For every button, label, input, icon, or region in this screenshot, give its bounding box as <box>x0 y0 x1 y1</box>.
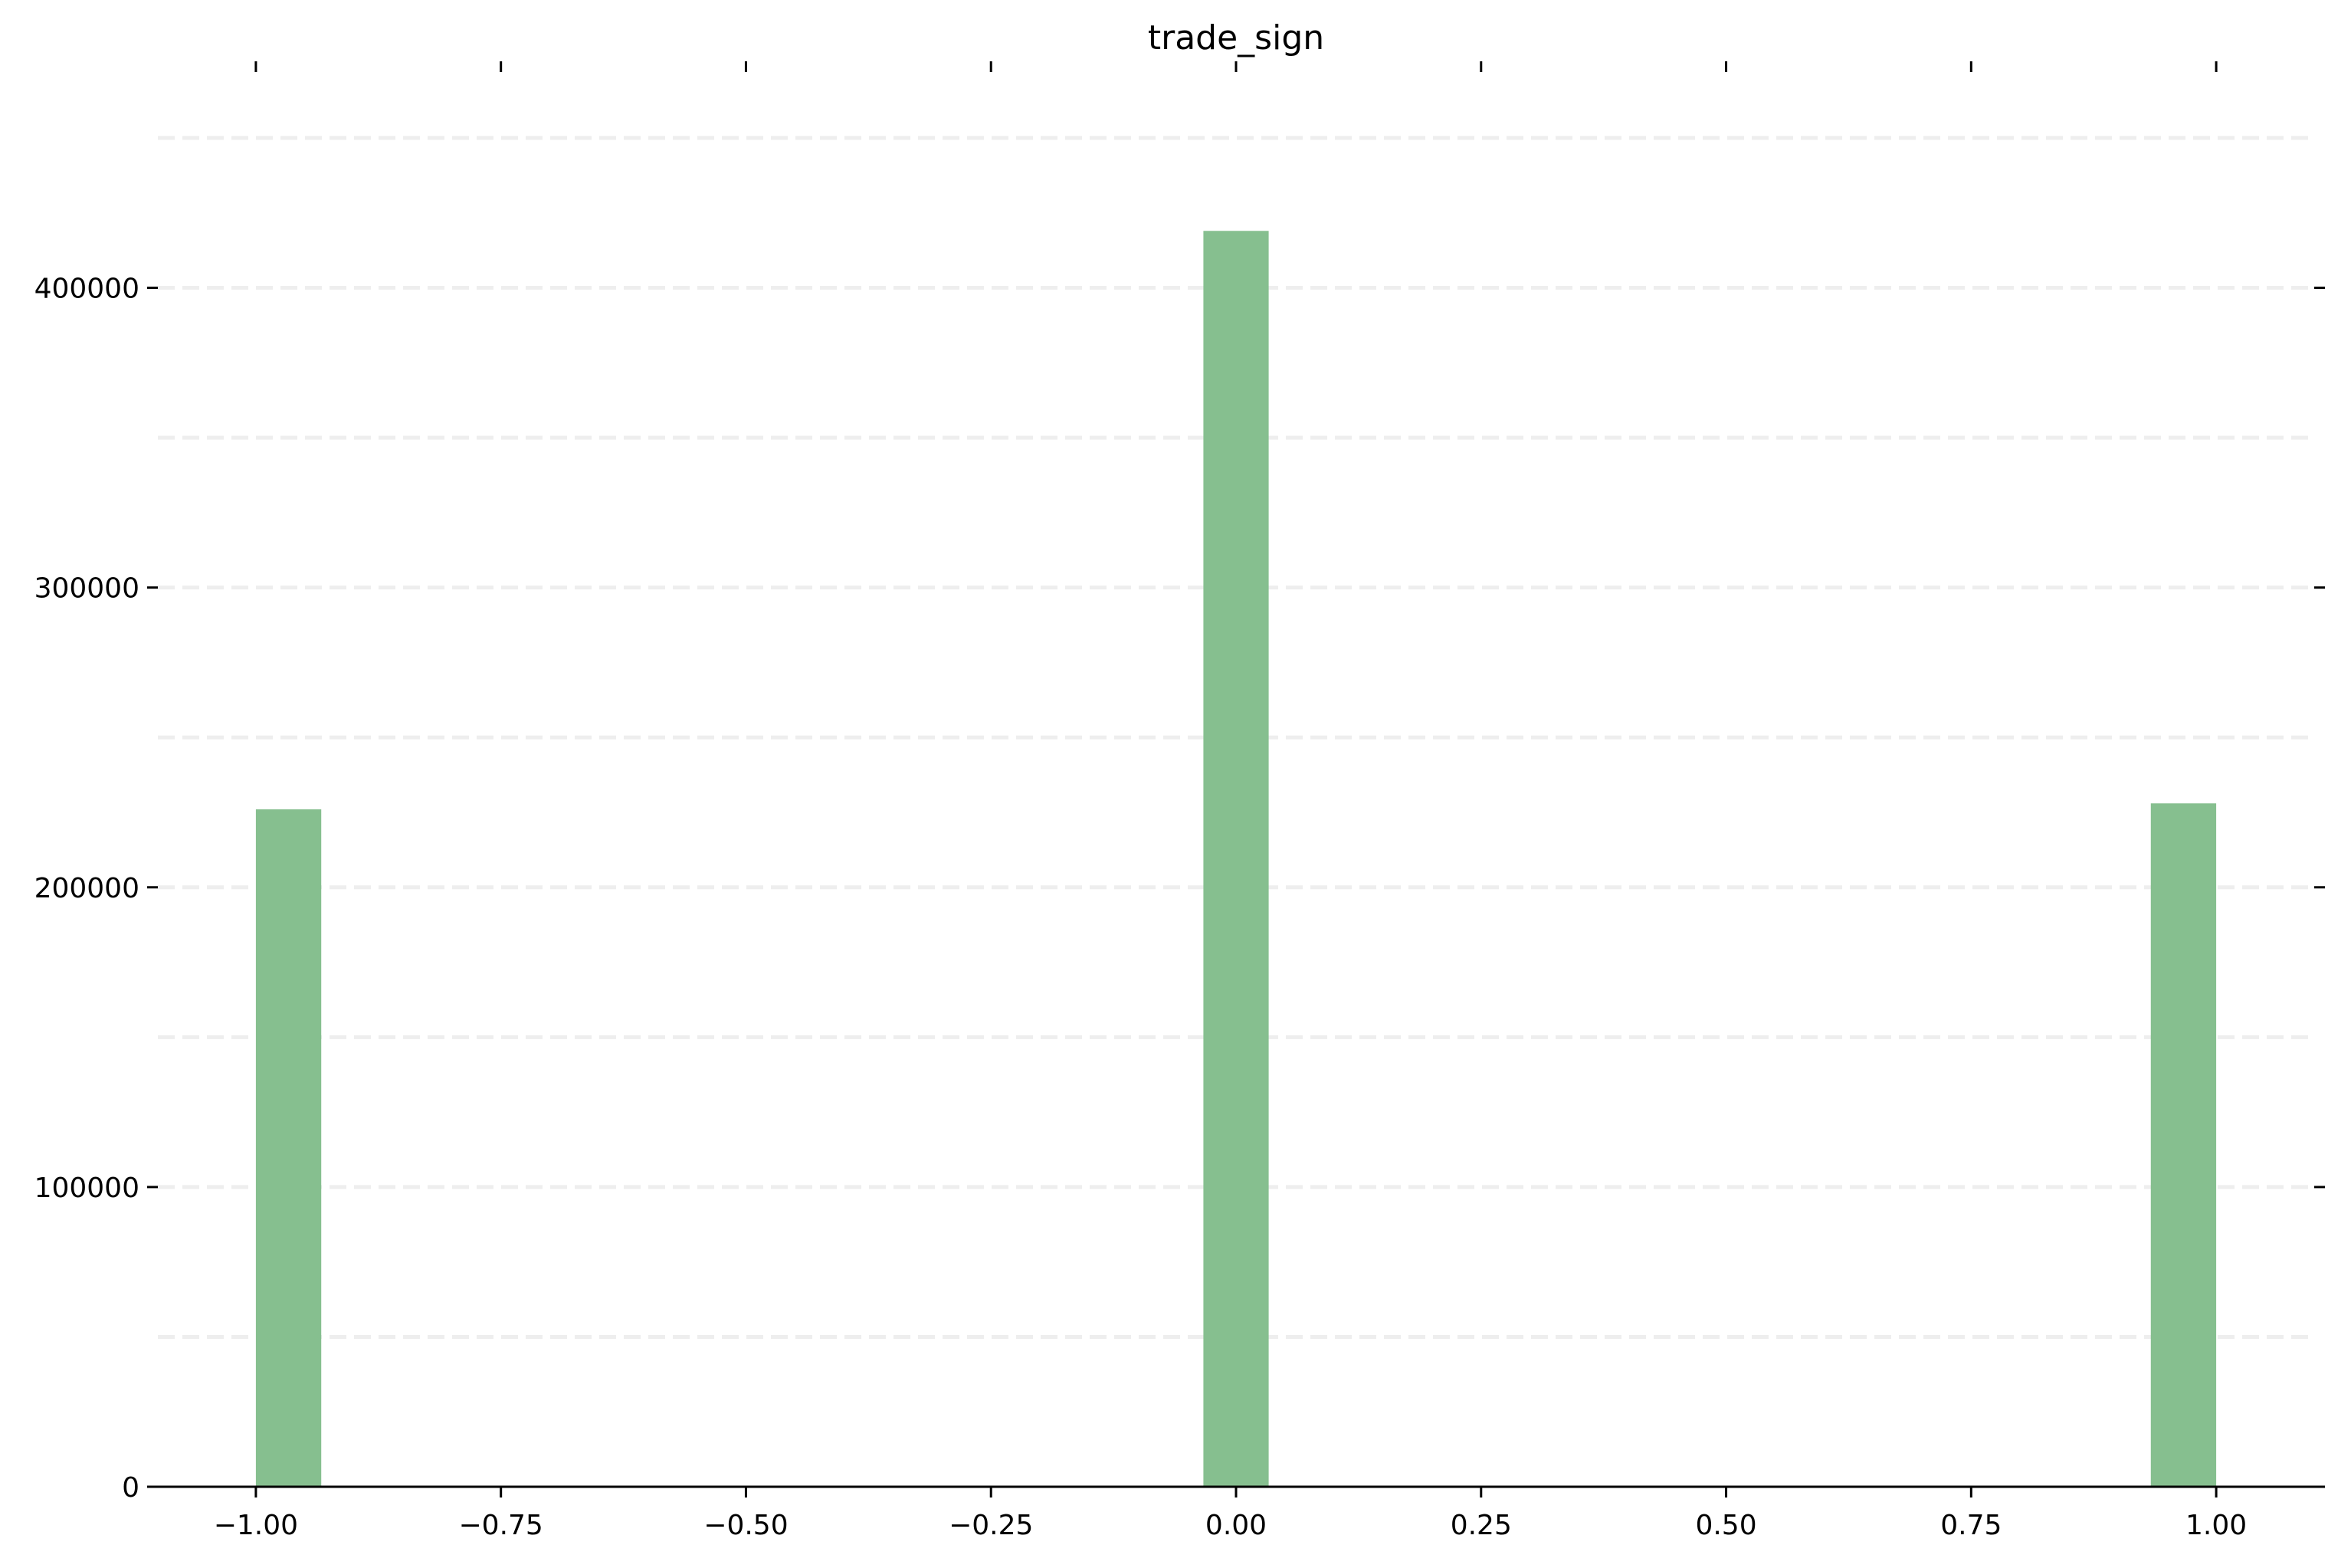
x-tick-label: 1.00 <box>2185 1510 2247 1541</box>
x-tick-label: −0.50 <box>703 1510 788 1541</box>
grid-lines <box>158 136 2314 1339</box>
histogram-bar <box>255 809 322 1487</box>
axes: −1.00 −0.75 −0.50 −0.25 0.00 0.25 0.50 0.75 1.00… <box>34 61 2325 1541</box>
y-tick-label: 0 <box>122 1472 139 1504</box>
y-tick-label: 300000 <box>34 573 139 605</box>
y-tick-label: 100000 <box>34 1173 139 1204</box>
bars <box>255 231 2217 1488</box>
x-tick-label: −1.00 <box>214 1510 298 1541</box>
x-tick-label: 0.00 <box>1205 1510 1267 1541</box>
x-tick-label: 0.25 <box>1451 1510 1512 1541</box>
x-tick-label: −0.75 <box>459 1510 543 1541</box>
x-tick-label: 0.50 <box>1695 1510 1756 1541</box>
histogram-bar <box>1203 231 1269 1488</box>
x-tick-label: −0.25 <box>949 1510 1033 1541</box>
y-tick-label: 400000 <box>34 274 139 305</box>
x-tick-label: 0.75 <box>1940 1510 2002 1541</box>
y-tick-label: 200000 <box>34 873 139 904</box>
histogram-bar <box>2150 803 2217 1487</box>
chart-title: trade_sign <box>1148 18 1324 57</box>
